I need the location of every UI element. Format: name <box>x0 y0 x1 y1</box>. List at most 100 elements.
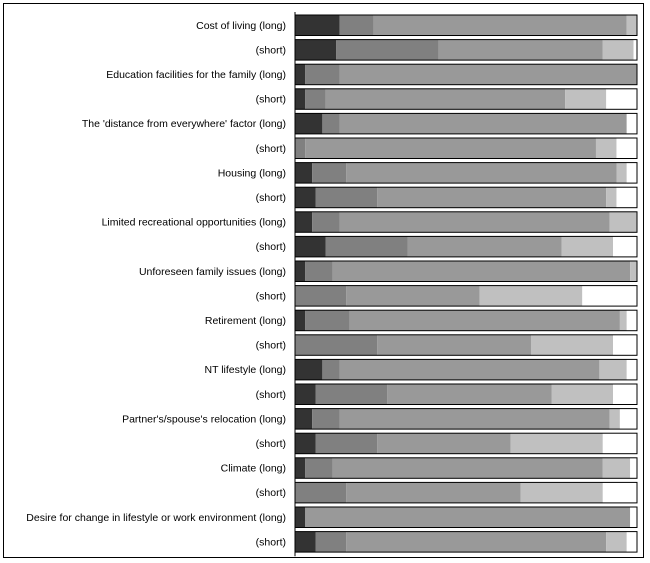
bar-row <box>294 137 638 159</box>
bar-segment-5 <box>626 359 637 380</box>
bar-segment-4 <box>561 236 614 257</box>
category-label: Education facilities for the family (lon… <box>106 69 286 81</box>
bar-segment-4 <box>602 39 634 61</box>
bar-row <box>294 481 638 504</box>
bar-segment-5 <box>613 334 637 356</box>
bar-row <box>294 39 638 61</box>
bars <box>294 14 638 553</box>
bar-segment-1 <box>295 507 306 528</box>
bar-segment-2 <box>305 88 326 110</box>
bar-segment-4 <box>479 285 583 307</box>
bar-segment-4 <box>520 482 603 503</box>
bar-segment-5 <box>633 39 637 61</box>
category-label: (short) <box>256 94 286 106</box>
bar-segment-5 <box>619 408 637 430</box>
bar-segment-3 <box>346 531 607 553</box>
bar-segment-2 <box>305 457 333 479</box>
bar-segment-4 <box>551 384 614 405</box>
bar-segment-4 <box>606 187 617 208</box>
bar-segment-2 <box>336 39 439 61</box>
category-labels: Cost of living (long) (short) Education fa… <box>26 20 286 549</box>
bar-segment-4 <box>619 310 627 331</box>
bar-segment-3 <box>346 285 480 307</box>
category-label: Unforeseen family issues (long) <box>139 266 286 278</box>
bar-row <box>294 186 638 209</box>
bar-segment-3 <box>305 507 631 528</box>
bar-segment-3 <box>339 408 610 430</box>
bar-segment-1 <box>295 64 306 85</box>
category-label: Climate (long) <box>221 463 286 475</box>
category-label: The 'distance from everywhere' factor (l… <box>82 118 286 130</box>
category-label: Limited recreational opportunities (long… <box>102 217 286 229</box>
bar-segment-1 <box>295 384 316 405</box>
bar-segment-4 <box>626 15 637 36</box>
bar-segment-5 <box>602 482 637 503</box>
bar-segment-1 <box>295 457 306 479</box>
bar-row <box>294 112 638 135</box>
bar-segment-1 <box>295 39 337 61</box>
bar-segment-1 <box>295 261 306 282</box>
bar-segment-2 <box>305 310 350 331</box>
bar-segment-3 <box>346 162 617 184</box>
bar-segment-5 <box>606 88 637 110</box>
bar-segment-5 <box>613 384 637 405</box>
bar-segment-2 <box>322 113 340 134</box>
bar-row <box>294 235 638 258</box>
bar-segment-2 <box>295 482 347 503</box>
bar-segment-3 <box>438 39 603 61</box>
category-label: (short) <box>256 143 286 155</box>
bar-segment-3 <box>346 482 521 503</box>
bar-segment-5 <box>626 113 637 134</box>
bar-segment-4 <box>530 334 614 356</box>
bar-segment-5 <box>630 457 637 479</box>
bar-segment-5 <box>582 285 637 307</box>
bar-row <box>294 285 638 307</box>
bar-segment-5 <box>630 507 637 528</box>
bar-segment-5 <box>602 433 637 454</box>
bar-row <box>294 162 638 184</box>
bar-segment-2 <box>339 15 374 36</box>
category-label: (short) <box>256 241 286 253</box>
bar-segment-5 <box>616 187 637 208</box>
category-label: NT lifestyle (long) <box>205 364 287 376</box>
bar-row <box>294 457 638 479</box>
category-label: Cost of living (long) <box>196 20 286 32</box>
bar-segment-3 <box>325 88 566 110</box>
bar-segment-1 <box>295 359 323 380</box>
bar-segment-3 <box>377 334 531 356</box>
category-label: (short) <box>256 389 286 401</box>
bar-segment-1 <box>295 310 306 331</box>
bar-segment-5 <box>626 531 637 553</box>
bar-row <box>294 408 638 430</box>
category-label: (short) <box>256 438 286 450</box>
bar-segment-5 <box>626 162 637 184</box>
bar-row <box>294 531 638 553</box>
bar-segment-1 <box>295 236 326 257</box>
bar-segment-2 <box>312 162 347 184</box>
bar-segment-4 <box>599 359 627 380</box>
bar-segment-2 <box>295 334 378 356</box>
bar-segment-5 <box>626 310 637 331</box>
bar-segment-4 <box>602 457 631 479</box>
bar-segment-4 <box>609 408 620 430</box>
bar-segment-3 <box>339 113 627 134</box>
bar-segment-2 <box>305 261 333 282</box>
bar-row <box>294 14 638 36</box>
stacked-bar-chart: Cost of living (long) (short) Education fa… <box>26 12 638 557</box>
bar-segment-4 <box>609 211 637 233</box>
bar-segment-4 <box>616 162 627 184</box>
bar-row <box>294 309 638 332</box>
bar-segment-3 <box>339 211 610 233</box>
bar-row <box>294 63 638 86</box>
bar-segment-2 <box>315 531 347 553</box>
bar-segment-3 <box>407 236 562 257</box>
category-label: (short) <box>256 536 286 548</box>
bar-segment-4 <box>510 433 603 454</box>
category-label: Housing (long) <box>218 167 286 179</box>
bar-segment-3 <box>377 187 607 208</box>
bar-segment-1 <box>295 113 323 134</box>
bar-segment-4 <box>595 138 617 159</box>
category-label: (short) <box>256 192 286 204</box>
bar-segment-3 <box>339 359 600 380</box>
bar-segment-2 <box>312 211 340 233</box>
